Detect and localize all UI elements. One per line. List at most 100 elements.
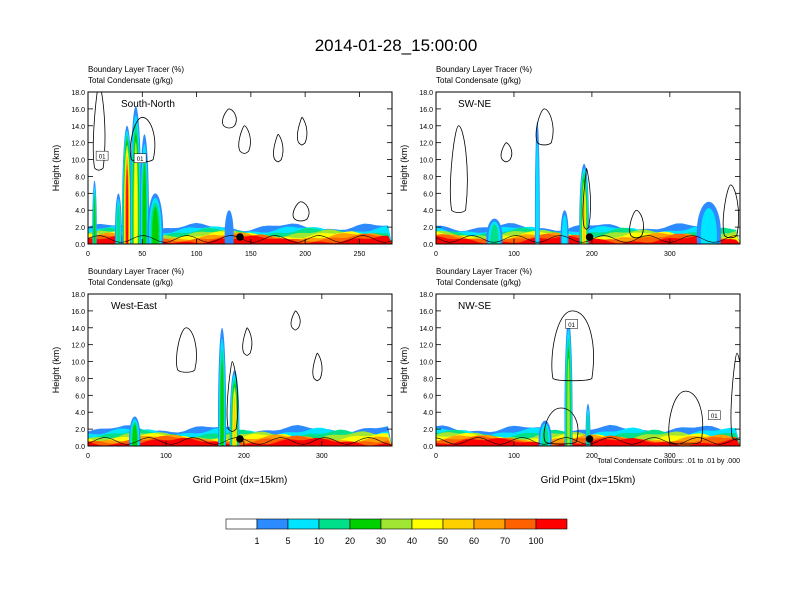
- x-tick-label: 0: [86, 251, 90, 258]
- y-axis-label: Height (km): [399, 145, 409, 192]
- tracer-plume: [132, 424, 138, 446]
- y-tick-label: 2.0: [423, 225, 433, 232]
- y-tick-label: 16.0: [71, 107, 85, 114]
- y-tick-label: 12.0: [419, 141, 433, 148]
- y-tick-label: 6.0: [423, 191, 433, 198]
- x-tick-label: 300: [664, 453, 676, 460]
- colorbar-label: 30: [376, 536, 386, 546]
- colorbar-label: 1: [254, 536, 259, 546]
- y-tick-label: 14.0: [71, 326, 85, 333]
- panel-label: West-East: [111, 301, 157, 312]
- x-tick-label: 200: [586, 251, 598, 258]
- x-tick-label: 0: [86, 453, 90, 460]
- plot-frame: [87, 91, 393, 245]
- figure-title: 2014-01-28_15:00:00: [315, 36, 478, 55]
- tracer-band: [436, 438, 740, 446]
- tracer-plume: [134, 150, 138, 244]
- panel-header-line: Total Condensate (g/kg): [436, 278, 521, 287]
- colorbar-swatch: [287, 518, 320, 530]
- colorbar-label: 5: [285, 536, 290, 546]
- condensate-contour: [668, 390, 704, 445]
- x-tick-label: 50: [138, 251, 146, 258]
- condensate-contour: [730, 352, 740, 441]
- y-tick-label: 6.0: [75, 393, 85, 400]
- tracer-plume: [535, 139, 539, 244]
- tracer-plume: [93, 197, 96, 244]
- colorbar-label: 50: [438, 536, 448, 546]
- y-tick-label: 10.0: [419, 360, 433, 367]
- colorbar-label: 100: [528, 536, 543, 546]
- contour-label: 01: [137, 157, 144, 163]
- condensate-contour: [290, 310, 301, 331]
- condensate-contour: [500, 142, 513, 163]
- colorbar-label: 60: [469, 536, 479, 546]
- condensate-contour: [92, 92, 106, 171]
- panels: Boundary Layer Tracer (%) Total Condensat…: [51, 65, 741, 486]
- panel-1: Boundary Layer Tracer (%) Total Condensat…: [399, 65, 741, 258]
- colorbar-swatch: [380, 518, 413, 530]
- x-tick-label: 100: [191, 251, 203, 258]
- y-tick-label: 8.0: [423, 376, 433, 383]
- condensate-contour: [176, 327, 197, 373]
- condensate-contour: [629, 209, 644, 239]
- y-tick-label: 16.0: [419, 309, 433, 316]
- condensate-contour: [535, 108, 554, 146]
- panel-3: Boundary Layer Tracer (%) Total Condensat…: [399, 267, 741, 486]
- y-tick-label: 0.0: [75, 242, 85, 249]
- plot-area: 01 01: [88, 92, 392, 244]
- y-tick-label: 2.0: [75, 427, 85, 434]
- tracer-plume: [152, 207, 159, 244]
- condensate-contour: [543, 407, 579, 445]
- condensate-contour: [297, 116, 308, 146]
- tracer-plume: [567, 357, 570, 446]
- x-tick-label: 300: [316, 453, 328, 460]
- panel-header-line: Total Condensate (g/kg): [88, 278, 173, 287]
- condensate-contour: [292, 201, 310, 222]
- contour-label-box: [565, 319, 578, 329]
- plot-area: 01 01: [436, 310, 740, 446]
- condensate-contour: [238, 125, 251, 154]
- contour-label-box: [133, 153, 147, 163]
- panel-0: Boundary Layer Tracer (%) Total Condensat…: [51, 65, 393, 258]
- tracer-plume: [233, 395, 236, 446]
- x-tick-label: 100: [160, 453, 172, 460]
- contour-label-box: [708, 410, 721, 420]
- colorbar-swatch: [256, 518, 289, 530]
- panel-label: NW-SE: [458, 301, 491, 312]
- colorbar-swatch: [504, 518, 537, 530]
- y-tick-label: 18.0: [71, 90, 85, 97]
- contour-label: 01: [711, 414, 718, 420]
- contour-label: 01: [568, 323, 575, 329]
- colorbar: 1 5 10 20 30 40 50 60 70 100: [225, 518, 568, 546]
- y-tick-label: 8.0: [75, 174, 85, 181]
- y-tick-label: 4.0: [75, 410, 85, 417]
- colorbar-label: 10: [314, 536, 324, 546]
- colorbar-swatch: [225, 518, 258, 530]
- y-tick-label: 16.0: [71, 309, 85, 316]
- x-tick-label: 200: [299, 251, 311, 258]
- y-tick-label: 8.0: [423, 174, 433, 181]
- panel-header-line: Boundary Layer Tracer (%): [88, 267, 184, 276]
- colorbar-swatch: [535, 518, 568, 530]
- condensate-contour: [312, 352, 323, 382]
- contour-label-box: [95, 150, 109, 161]
- condensate-contour: [222, 108, 237, 129]
- colorbar-swatch: [442, 518, 475, 530]
- tracer-plume: [490, 224, 499, 244]
- surface-contour: [436, 235, 740, 243]
- panel-header-line: Total Condensate (g/kg): [88, 76, 173, 85]
- x-tick-label: 250: [354, 251, 366, 258]
- y-tick-label: 4.0: [75, 208, 85, 215]
- x-tick-label: 100: [508, 251, 520, 258]
- panel-header-line: Total Condensate (g/kg): [436, 76, 521, 85]
- y-tick-label: 4.0: [423, 208, 433, 215]
- y-tick-label: 14.0: [71, 124, 85, 131]
- y-tick-label: 14.0: [419, 326, 433, 333]
- x-tick-label: 150: [245, 251, 257, 258]
- tracer-plume: [142, 163, 147, 244]
- plot-area: [88, 310, 392, 446]
- panel-2: Boundary Layer Tracer (%) Total Condensat…: [51, 267, 393, 486]
- surface-contour: [436, 437, 740, 445]
- x-axis-label: Grid Point (dx=15km): [541, 475, 636, 486]
